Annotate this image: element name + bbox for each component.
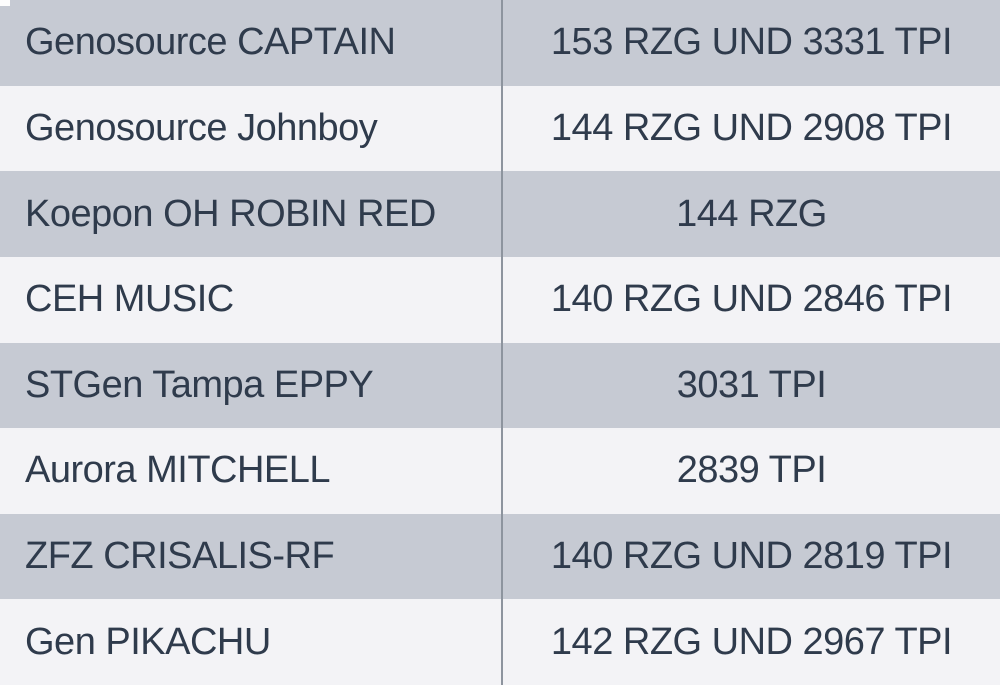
index-value-cell: 2839 TPI [501,428,1000,514]
corner-artifact [0,0,10,6]
bull-name-cell: CEH MUSIC [25,278,234,321]
table-row: Genosource CAPTAIN 153 RZG UND 3331 TPI [0,0,1000,86]
table-row: CEH MUSIC 140 RZG UND 2846 TPI [0,256,1000,343]
bull-name-cell: Koepon OH ROBIN RED [25,192,436,235]
table-row: ZFZ CRISALIS-RF 140 RZG UND 2819 TPI [0,513,1000,600]
bull-name-cell: ZFZ CRISALIS-RF [25,535,335,578]
index-value-cell: 144 RZG UND 2908 TPI [501,85,1000,172]
index-value-cell: 153 RZG UND 3331 TPI [501,0,1000,86]
bull-name-cell: Genosource CAPTAIN [25,21,396,64]
bull-name-cell: Aurora MITCHELL [25,449,331,492]
index-value-cell: 140 RZG UND 2846 TPI [501,256,1000,343]
index-value-cell: 3031 TPI [501,342,1000,429]
bull-name-cell: Genosource Johnboy [25,106,378,149]
table-row: Aurora MITCHELL 2839 TPI [0,428,1000,514]
table-row: Gen PIKACHU 142 RZG UND 2967 TPI [0,599,1000,685]
bull-name-cell: Gen PIKACHU [25,620,271,663]
index-value-cell: 140 RZG UND 2819 TPI [501,513,1000,600]
table-row: STGen Tampa EPPY 3031 TPI [0,342,1000,429]
index-value-cell: 142 RZG UND 2967 TPI [501,599,1000,685]
bull-name-cell: STGen Tampa EPPY [25,363,374,406]
index-value-cell: 144 RZG [501,171,1000,257]
table-row: Genosource Johnboy 144 RZG UND 2908 TPI [0,85,1000,172]
table-row: Koepon OH ROBIN RED 144 RZG [0,171,1000,257]
